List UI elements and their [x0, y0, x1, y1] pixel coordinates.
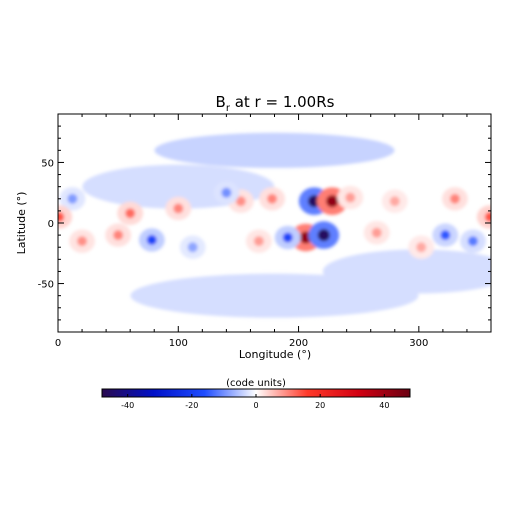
field-blob-core: [146, 235, 157, 245]
field-blob: [363, 221, 390, 245]
plot-area: 0 100 200 300 -50 0 50: [38, 113, 492, 349]
field-blob: [442, 187, 468, 211]
y-axis-label: Latitude (°): [15, 192, 28, 255]
y-tick-label: 50: [41, 158, 54, 169]
field-blob-core: [345, 192, 356, 203]
x-tick-label: 300: [409, 338, 428, 349]
x-tick-label: 200: [289, 338, 308, 349]
field-blob-core: [235, 196, 246, 207]
field-blob-core: [326, 195, 339, 208]
field-blob: [408, 235, 435, 259]
field-blob-core: [449, 193, 460, 204]
field-blob: [316, 187, 348, 216]
field-blob-core: [173, 203, 184, 214]
field-blob: [245, 229, 272, 253]
field-blob-core: [416, 242, 427, 253]
x-tick-label: 100: [169, 338, 188, 349]
chart-title: Br at r = 1.00Rs: [216, 93, 335, 114]
field-blob: [381, 189, 408, 213]
field-blob-core: [267, 193, 278, 204]
field-blob-core: [389, 196, 400, 207]
field-blob-core: [113, 230, 124, 241]
field-blob-core: [221, 187, 232, 198]
colorbar-tick-label: -20: [185, 401, 198, 410]
x-tick-label: 0: [55, 338, 61, 349]
field-blob-core: [187, 242, 198, 253]
field-blob-core: [308, 195, 321, 208]
field-blob: [165, 196, 192, 221]
colorbar-tick-label: -40: [121, 401, 134, 410]
field-band: [154, 132, 395, 168]
field-blob-core: [282, 232, 293, 243]
colorbar-tick-label: 20: [315, 401, 325, 410]
field-blob-core: [67, 193, 78, 204]
field-blob: [337, 185, 364, 210]
x-axis-label: Longitude (°): [239, 348, 311, 361]
field-blob: [213, 181, 240, 205]
field-blob: [117, 201, 144, 225]
field-blob: [274, 225, 301, 250]
field-blob-core: [317, 229, 330, 242]
field-blob: [476, 205, 491, 229]
field-blob-core: [77, 236, 88, 247]
field-blob: [138, 228, 165, 252]
field-blob-core: [253, 236, 264, 247]
colorbar-label: (code units): [226, 378, 286, 389]
field-blob-core: [440, 230, 451, 241]
field-blob-core: [484, 211, 491, 222]
field-blob: [59, 187, 86, 211]
field-blob-core: [371, 227, 382, 238]
field-blob: [460, 229, 486, 253]
y-axis: -50 0 50: [38, 113, 491, 333]
colorbar-tick-label: 40: [379, 401, 389, 410]
colorbar: (code units) -40 -20 0 20 40: [101, 378, 411, 410]
colorbar-tick-label: 0: [253, 401, 258, 410]
field-blob: [259, 187, 286, 211]
field-blob-core: [58, 211, 65, 222]
field-heatmap: [58, 132, 491, 318]
colorbar-ticks: -40 -20 0 20 40: [121, 394, 389, 410]
y-tick-label: -50: [38, 280, 54, 291]
field-blob: [179, 235, 206, 259]
field-blob-core: [125, 208, 136, 219]
field-band: [322, 249, 491, 294]
field-blob: [432, 223, 459, 247]
y-tick-label: 0: [48, 219, 54, 230]
x-axis: 0 100 200 300: [55, 114, 492, 349]
field-blob: [308, 221, 340, 249]
field-blob: [69, 229, 95, 253]
field-blob-core: [468, 236, 478, 247]
field-blob: [105, 223, 132, 247]
